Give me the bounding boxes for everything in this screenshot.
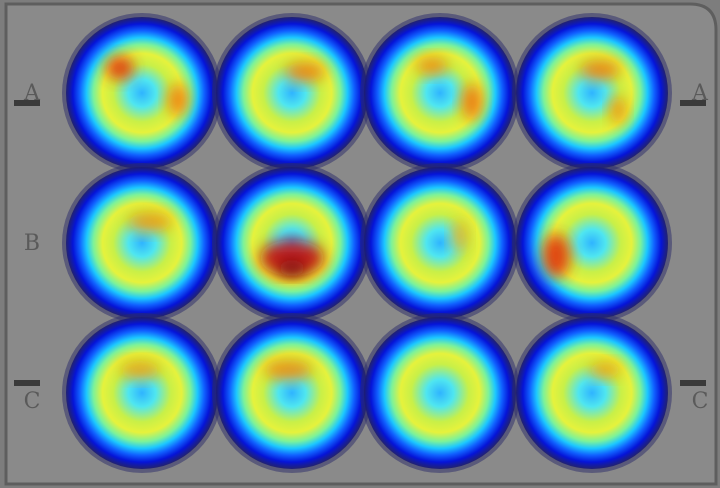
well [212,313,372,473]
hotspot [285,62,325,82]
well [212,163,372,323]
well-heat [216,17,368,169]
well [512,13,672,173]
well-heat [66,317,218,469]
hotspot [168,84,188,116]
hotspot [452,220,468,252]
well [360,13,520,173]
well [62,163,222,323]
hotspot [580,60,620,80]
well-heat [364,167,516,319]
plate-notch [680,100,706,106]
plate-notch [14,100,40,106]
well-heat [516,17,668,169]
well [62,13,222,173]
well-heat [364,17,516,169]
hotspot [589,362,621,378]
well-heat [66,17,218,169]
row-label: C [24,389,41,414]
plate-notch [14,380,40,386]
well [360,313,520,473]
well [512,313,672,473]
well-heat [364,317,516,469]
hotspot [260,240,324,276]
hotspot [462,84,482,120]
well [512,163,672,323]
hotspot [610,96,626,124]
hotspot [416,57,448,75]
hotspot [264,360,312,380]
hotspot [120,361,160,379]
well-heat [216,317,368,469]
well [212,13,372,173]
plate-notch [680,380,706,386]
hotspot [542,234,570,278]
well-heat [66,167,218,319]
hotspot [106,56,134,80]
hotspot [128,212,172,232]
row-label: A [691,81,709,106]
well-heat [516,317,668,469]
row-label: B [24,231,40,256]
row-label: A [23,81,41,106]
wells [62,13,672,473]
well [360,163,520,323]
well-heat [516,167,668,319]
hotspot [278,260,306,276]
row-label: C [692,389,709,414]
well [62,313,222,473]
